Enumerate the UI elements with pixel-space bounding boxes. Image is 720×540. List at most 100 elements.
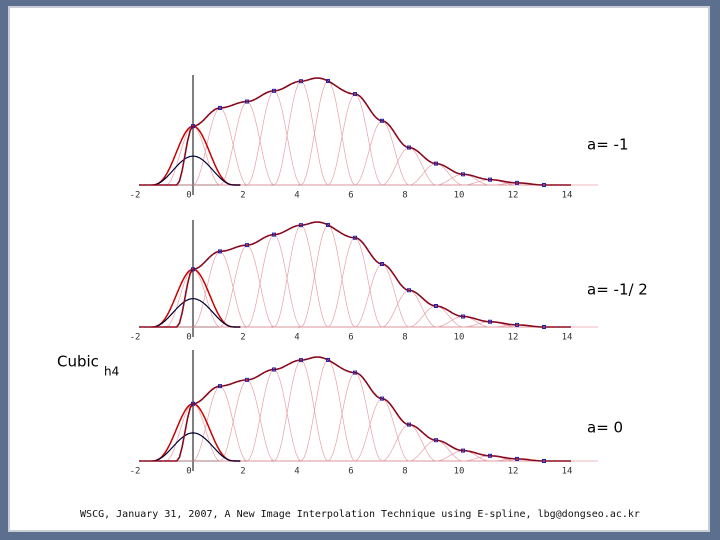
sample-marker (407, 288, 411, 293)
x-tick-label: 4 (294, 191, 299, 201)
basis-curve (220, 234, 328, 328)
x-tick-label: -2 (130, 191, 141, 201)
sample-marker (434, 161, 438, 166)
sample-marker (407, 422, 411, 427)
basis-curve (382, 305, 490, 328)
x-tick-label: 8 (402, 333, 407, 343)
x-tick-label: -2 (130, 467, 141, 477)
sample-marker (380, 262, 384, 266)
sample-marker (353, 370, 357, 375)
x-tick-label: 10 (454, 467, 465, 477)
basis-curve (220, 369, 328, 462)
sample-marker (488, 453, 492, 458)
sample-marker (191, 401, 195, 406)
kernel-red (152, 403, 241, 462)
sample-marker (299, 79, 303, 84)
ref-curve (139, 77, 571, 186)
x-tick-label: 0 (186, 333, 191, 343)
sample-marker (245, 243, 249, 248)
sample-marker (515, 456, 519, 461)
basis-curve (220, 90, 328, 186)
sample-marker (407, 145, 411, 150)
sample-marker (542, 183, 546, 187)
sample-marker (191, 124, 195, 129)
x-tick-label: 10 (454, 191, 465, 201)
basis-curve (274, 359, 382, 462)
x-tick-label: 6 (348, 467, 353, 477)
basis-curve (274, 80, 382, 186)
sample-marker (488, 177, 492, 182)
sample-marker (218, 105, 222, 110)
sample-marker (299, 358, 303, 363)
sample-marker (326, 222, 330, 227)
kernel-blue (152, 432, 241, 462)
panel-label: a= -1 (587, 136, 628, 154)
x-tick-label: 2 (240, 333, 245, 343)
sample-marker (191, 267, 195, 272)
x-tick-label: 8 (402, 191, 407, 201)
x-tick-label: 4 (294, 333, 299, 343)
sample-marker (461, 172, 465, 177)
x-tick-label: 2 (240, 191, 245, 201)
sample-marker (218, 249, 222, 254)
x-tick-label: 12 (508, 191, 519, 201)
sample-marker (380, 396, 384, 401)
sample-marker (353, 235, 357, 240)
sample-marker (434, 304, 438, 308)
sample-marker (353, 92, 357, 97)
x-tick-label: 14 (562, 191, 573, 201)
x-tick-label: 12 (508, 467, 519, 477)
sample-marker (542, 325, 546, 329)
sample-marker (515, 322, 519, 327)
sample-marker (326, 357, 330, 362)
sample-marker (461, 314, 465, 319)
x-tick-label: 0 (186, 191, 191, 201)
panel-label: a= -1/ 2 (587, 281, 648, 299)
x-tick-label: 14 (562, 333, 573, 343)
kernel-blue (152, 297, 241, 328)
basis-curve (247, 80, 355, 186)
sample-marker (515, 180, 519, 185)
x-tick-label: 4 (294, 467, 299, 477)
x-tick-label: 10 (454, 333, 465, 343)
kernel-blue (152, 155, 241, 186)
sample-marker (299, 223, 303, 228)
x-tick-label: -2 (130, 333, 141, 343)
x-tick-label: 6 (348, 191, 353, 201)
sample-marker (245, 99, 249, 104)
sample-marker (326, 79, 330, 84)
sample-marker (272, 88, 276, 93)
cubic-label: Cubic (57, 353, 99, 371)
sample-marker (272, 232, 276, 237)
kernel-red (152, 125, 241, 186)
basis-curve (139, 403, 245, 462)
basis-curve (247, 224, 355, 328)
footer: WSCG, January 31, 2007, A New Image Inte… (80, 509, 640, 520)
sample-marker (272, 367, 276, 372)
basis-curve (139, 125, 245, 186)
x-tick-label: 0 (186, 467, 191, 477)
ref-curve (139, 356, 571, 462)
basis-curve (382, 163, 490, 186)
x-tick-label: 14 (562, 467, 573, 477)
basis-curve (382, 439, 490, 462)
cubic-subscript: h4 (104, 365, 119, 379)
sample-marker (434, 438, 438, 443)
kernel-red (152, 268, 241, 328)
sample-marker (245, 377, 249, 382)
sample-marker (488, 319, 492, 324)
sample-marker (542, 459, 546, 463)
sample-marker (218, 384, 222, 389)
sample-marker (461, 448, 465, 453)
x-tick-label: 6 (348, 333, 353, 343)
x-tick-label: 8 (402, 467, 407, 477)
x-tick-label: 2 (240, 467, 245, 477)
basis-curve (247, 359, 355, 462)
sample-marker (380, 118, 384, 123)
ref-curve (139, 221, 571, 328)
panel-label: a= 0 (587, 419, 623, 437)
slide-body (8, 6, 710, 532)
x-tick-label: 12 (508, 333, 519, 343)
